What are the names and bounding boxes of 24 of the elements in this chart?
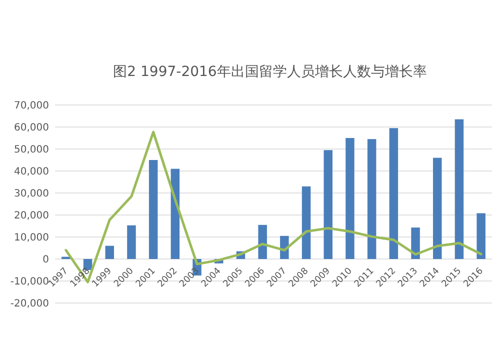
bar — [411, 228, 420, 259]
bar — [454, 119, 464, 259]
chart-title: 图2 1997-2016年出国留学人员增长人数与增长率 — [113, 64, 427, 80]
y-tick-label: 50,000 — [14, 144, 49, 156]
bar — [148, 160, 158, 259]
y-tick-label: -10,000 — [10, 276, 49, 288]
y-tick-label: 0 — [42, 254, 49, 266]
bar — [127, 225, 136, 259]
y-tick-label: 60,000 — [14, 122, 49, 134]
y-tick-label: 40,000 — [14, 166, 49, 178]
bar — [302, 186, 311, 259]
bar — [324, 150, 332, 259]
y-tick-label: 20,000 — [14, 210, 49, 222]
bar — [389, 128, 398, 259]
y-tick-label: -20,000 — [10, 298, 49, 310]
bar — [105, 246, 114, 259]
bar — [433, 158, 442, 259]
y-tick-label: 30,000 — [14, 188, 49, 200]
y-tick-label: 10,000 — [14, 232, 49, 244]
bar — [258, 224, 267, 259]
bar — [476, 213, 486, 259]
bar — [367, 139, 376, 259]
bar — [346, 138, 354, 259]
y-tick-label: 70,000 — [14, 100, 49, 112]
